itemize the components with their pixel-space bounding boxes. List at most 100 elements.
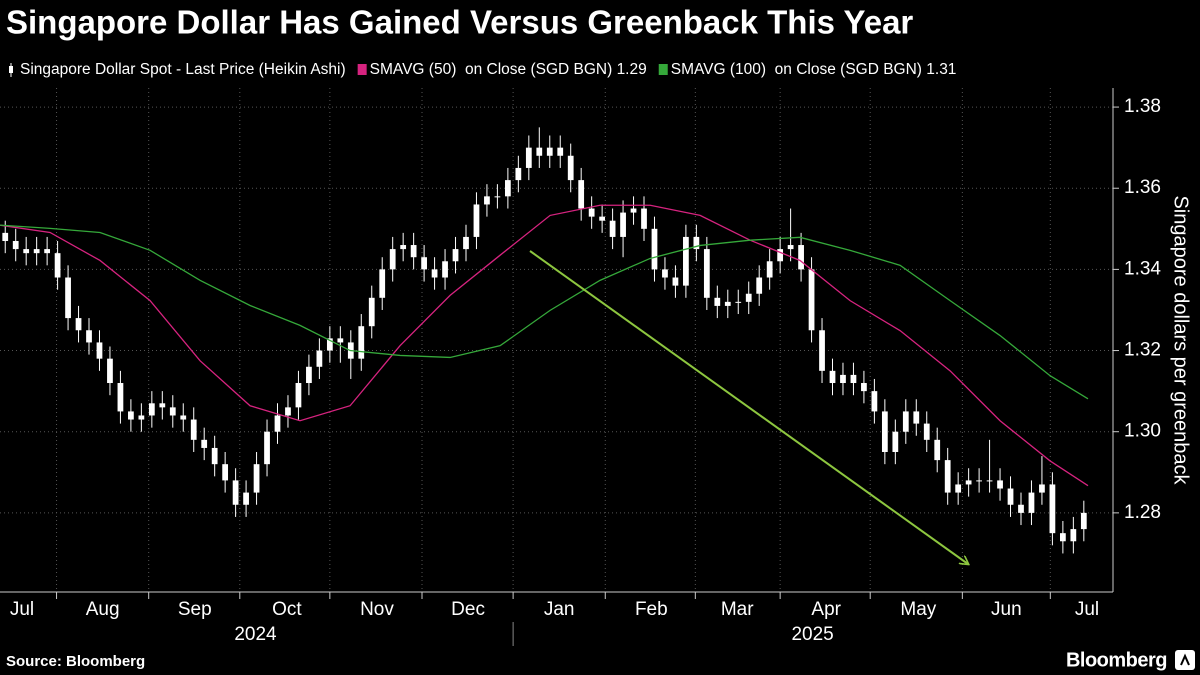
candle-body [211,447,218,465]
candle-body [431,269,438,278]
legend-marker [357,64,367,75]
x-tick-label: Jul [10,599,34,620]
candle-body [724,301,731,306]
candle-body [913,411,920,424]
x-tick-label: Mar [721,599,754,620]
candle-body [306,366,312,384]
candle-body [1059,533,1066,542]
candle-body [829,370,836,384]
candle-body [484,196,490,205]
candle-body [703,249,710,298]
candle-body [1039,484,1045,493]
legend-marker [9,66,13,73]
candle-body [295,383,302,408]
brand: Bloomberg [1066,649,1167,671]
candle-body [86,330,92,343]
legend-label: SMAVG (50) on Close (SGD BGN) 1.29 [370,61,647,78]
y-tick-label: 1.34 [1124,258,1161,279]
candle-body [525,147,532,168]
candle-body [316,350,323,367]
candle-body [955,484,962,493]
candle-body [819,330,825,371]
candle-body [892,431,899,452]
candle-body [840,374,846,384]
candle-body [672,277,679,286]
candle-body [253,464,260,493]
candle-body [452,249,459,262]
candle-body [1080,512,1087,530]
candle-body [285,407,291,416]
y-tick-label: 1.32 [1124,340,1161,361]
candle-body [421,257,427,270]
candle-body [965,480,972,485]
candle-body [578,180,585,209]
candle-body [1070,529,1077,542]
y-tick-label: 1.28 [1124,502,1161,523]
y-tick-label: 1.30 [1124,421,1161,442]
brand-icon-glyph [1180,653,1190,666]
candle-body [850,374,857,384]
candle-body [787,245,794,250]
candle-body [201,439,208,448]
candle-body [1049,484,1056,534]
x-tick-label: May [900,599,936,620]
candle-body [871,391,878,412]
candle-body [65,277,71,319]
candle-body [588,208,595,217]
candle-body [756,277,763,294]
candle-body [546,147,553,156]
candle-body [808,269,815,331]
candle-body [473,204,480,237]
candle-body [735,301,742,303]
candle-body [714,297,721,306]
candle-body [976,480,982,482]
x-tick-label: Aug [86,599,120,620]
candle-body [190,419,197,440]
candle-body [662,269,668,278]
candle-body [337,338,344,343]
legend-marker [658,64,668,75]
y-tick-label: 1.36 [1124,177,1161,198]
candle-body [33,249,40,254]
candle-body [641,208,647,229]
candle-body [1007,488,1014,505]
x-tick-label: Oct [272,599,302,620]
x-tick-label: Apr [811,599,841,620]
candle-body [128,411,134,420]
candle-body [274,415,281,432]
candle-body [630,208,637,213]
candle-body [169,407,176,416]
legend: Singapore Dollar Spot - Last Price (Heik… [9,61,956,78]
candle-body [683,236,689,286]
x-tick-label: Nov [360,599,394,620]
candle-body [861,383,867,392]
year-label: 2024 [234,624,277,645]
candle-body [463,236,469,250]
candle-body [504,180,511,197]
trend-arrow [529,250,968,564]
candle-body [54,253,61,278]
candle-body [536,147,543,156]
candle-body [442,261,448,278]
candle-body [609,220,616,237]
candle-body [180,415,187,420]
source: Source: Bloomberg [6,653,145,670]
candle-body [138,415,145,420]
sma-line [0,204,1089,487]
candle-body [400,245,407,250]
x-tick-label: Jan [544,599,575,620]
sma-line [0,224,1089,400]
candle-body [766,261,773,278]
chart-title: Singapore Dollar Has Gained Versus Green… [6,4,913,41]
candle-body [881,411,888,452]
candle-body [777,249,784,262]
candle-body [557,147,564,156]
x-tick-label: Sep [178,599,212,620]
candle-body [243,492,249,505]
candle-body [1018,504,1024,513]
candle-body [515,167,522,181]
candle-body [923,423,930,440]
candle-body [368,297,375,327]
